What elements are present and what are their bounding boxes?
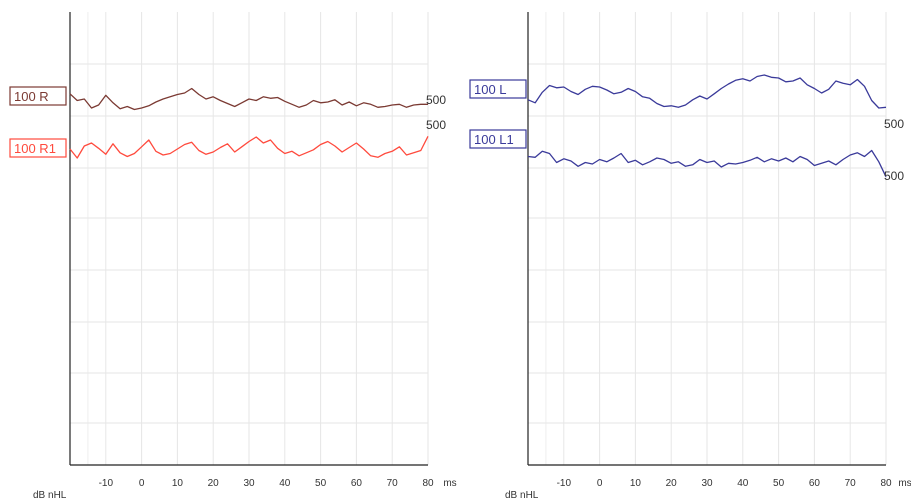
x-tick-label: 10 [630, 478, 642, 489]
x-tick-label: 60 [809, 478, 821, 489]
waveform-tag[interactable]: 100 R [9, 86, 67, 106]
x-tick-label: 60 [351, 478, 363, 489]
x-tick-label: -10 [557, 478, 572, 489]
waveform-tag-box [469, 79, 527, 99]
waveform-tag-box [469, 129, 527, 149]
x-tick-label: 10 [172, 478, 184, 489]
waveform-100-r1[interactable] [69, 136, 429, 159]
x-unit-label: ms [898, 478, 911, 489]
waveform-tag-box [9, 138, 67, 158]
x-tick-label: 30 [243, 478, 255, 489]
y-unit-label: dB nHL [33, 490, 67, 501]
x-tick-label: 80 [422, 478, 434, 489]
x-tick-label: 50 [773, 478, 785, 489]
waveform-level-label: 500 [884, 169, 904, 183]
waveform-100-r[interactable] [69, 87, 428, 111]
x-tick-label: 80 [880, 478, 892, 489]
waveform-tag-label: 100 R1 [14, 141, 56, 156]
x-tick-label: 40 [279, 478, 291, 489]
waveform-tag-label: 100 L [474, 82, 507, 97]
x-tick-label: 0 [597, 478, 603, 489]
x-tick-label: 70 [845, 478, 857, 489]
waveform-tag[interactable]: 100 R1 [9, 138, 67, 158]
waveform-100-l[interactable] [527, 74, 887, 109]
waveform-tag[interactable]: 100 L [469, 79, 527, 99]
waveform-level-label: 500 [426, 118, 446, 132]
x-tick-label: 20 [666, 478, 678, 489]
waveform-tag[interactable]: 100 L1 [469, 129, 527, 149]
waveform-tag-label: 100 L1 [474, 132, 514, 147]
x-unit-label: ms [443, 478, 456, 489]
y-unit-label: dB nHL [505, 490, 539, 501]
x-tick-label: 30 [701, 478, 713, 489]
x-tick-label: 20 [208, 478, 220, 489]
waveform-100-l1[interactable] [527, 149, 887, 178]
left-ear-panel: -10 0 10 20 30 40 50 60 70 80 ms dB nHL 100 L 500 100 … [469, 12, 911, 501]
waveform-level-label: 500 [426, 93, 446, 107]
waveform-tag-box [9, 86, 67, 106]
waveform-level-label: 500 [884, 117, 904, 131]
x-tick-label: 70 [387, 478, 399, 489]
right-ear-panel: -10 0 10 20 30 40 50 60 70 80 ms dB nHL 100 R 500 100 … [9, 12, 457, 501]
x-tick-label: 50 [315, 478, 327, 489]
waveform-tag-label: 100 R [14, 89, 49, 104]
x-tick-label: -10 [99, 478, 114, 489]
x-tick-label: 40 [737, 478, 749, 489]
x-tick-label: 0 [139, 478, 145, 489]
